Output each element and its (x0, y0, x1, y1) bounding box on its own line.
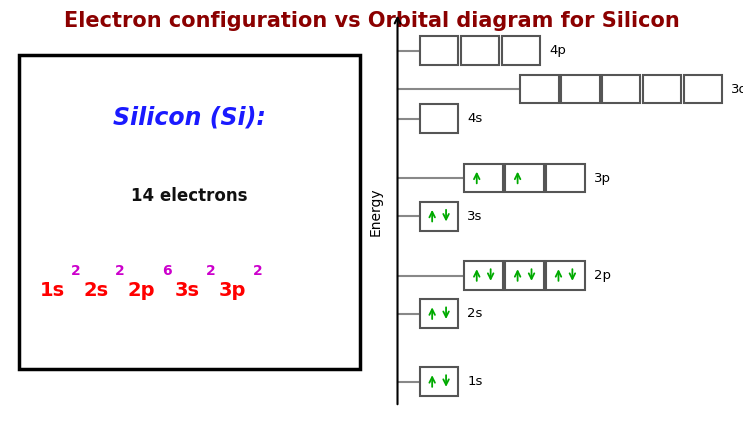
Bar (461, 36, 499, 65)
Bar (464, 164, 503, 192)
Text: 4s: 4s (467, 112, 483, 125)
Bar (602, 75, 640, 103)
Bar (502, 36, 540, 65)
Text: 2s: 2s (467, 307, 483, 320)
Text: 2: 2 (206, 264, 216, 279)
Bar (561, 75, 600, 103)
Text: 2: 2 (71, 264, 81, 279)
Text: 2s: 2s (83, 281, 108, 300)
Text: 14 electrons: 14 electrons (132, 187, 247, 205)
Text: 3s: 3s (467, 210, 483, 223)
Text: 2: 2 (115, 264, 125, 279)
Text: 3p: 3p (594, 172, 611, 184)
Bar (546, 164, 585, 192)
Bar (643, 75, 681, 103)
Text: Electron configuration vs Orbital diagram for Silicon: Electron configuration vs Orbital diagra… (64, 11, 679, 31)
Text: 2p: 2p (128, 281, 155, 300)
Bar (420, 367, 458, 396)
Text: 2: 2 (253, 264, 263, 279)
Bar (520, 75, 559, 103)
Bar (19, 55, 360, 369)
Bar (420, 104, 458, 133)
Text: Energy: Energy (369, 188, 382, 236)
Text: 4p: 4p (549, 45, 566, 57)
Bar (420, 202, 458, 231)
Bar (684, 75, 722, 103)
Text: 6: 6 (163, 264, 172, 279)
Bar (546, 261, 585, 290)
Text: 1s: 1s (467, 375, 483, 388)
Bar (420, 36, 458, 65)
Text: 3p: 3p (218, 281, 246, 300)
Text: Silicon (Si):: Silicon (Si): (113, 106, 266, 130)
Text: 3d: 3d (731, 83, 743, 95)
Bar (464, 261, 503, 290)
Bar (505, 164, 544, 192)
Text: 3s: 3s (175, 281, 200, 300)
Bar (505, 261, 544, 290)
Text: 1s: 1s (39, 281, 65, 300)
Bar (420, 299, 458, 328)
Text: 2p: 2p (594, 269, 611, 282)
